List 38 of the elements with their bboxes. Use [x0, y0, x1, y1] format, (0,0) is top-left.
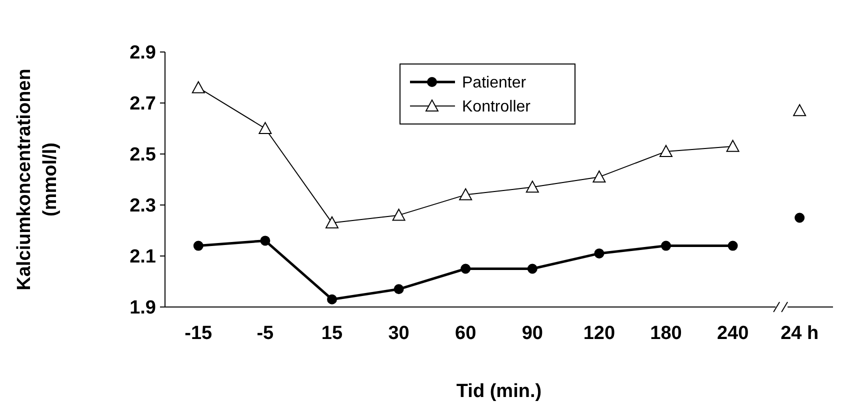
y-tick-label: 2.7 [130, 94, 156, 115]
x-tick-label: 60 [455, 323, 476, 344]
legend-label: Kontroller [462, 98, 532, 116]
point [394, 284, 404, 294]
y-tick-label: 2.5 [130, 144, 156, 166]
point [193, 240, 204, 251]
point [661, 240, 671, 251]
x-tick-label: 240 [716, 323, 749, 344]
point [258, 122, 272, 134]
point [594, 248, 604, 258]
legend-label: Patienter [462, 74, 527, 92]
y-tick-label: 2.1 [130, 246, 156, 268]
x-tick-label: 15 [321, 323, 343, 344]
x-tick-label: 180 [650, 323, 682, 344]
point [459, 188, 472, 200]
x-tick-label: -15 [184, 323, 213, 344]
point [660, 144, 672, 157]
point [392, 208, 406, 221]
y-tick-label: 2.9 [130, 42, 156, 64]
point [592, 170, 606, 182]
x-tick-label: 90 [522, 323, 543, 344]
x-axis-title: Tid (min.) [456, 381, 542, 402]
point [726, 140, 740, 152]
point [526, 180, 539, 193]
point [260, 236, 270, 246]
y-axis-title: Kalciumkoncentrationen (mmol/l) [14, 68, 61, 290]
y-tick-label: 2.3 [130, 196, 156, 217]
x-tick-label: 24 h [780, 323, 819, 344]
point [326, 216, 338, 228]
point [728, 240, 738, 251]
point [460, 264, 471, 274]
x-tick-label: -5 [256, 323, 274, 344]
y-tick-label: 1.9 [130, 298, 156, 319]
point [327, 294, 337, 304]
point [192, 81, 205, 94]
x-tick-label: 30 [388, 323, 410, 344]
point [527, 264, 538, 274]
x-tick-label: 120 [583, 323, 616, 344]
